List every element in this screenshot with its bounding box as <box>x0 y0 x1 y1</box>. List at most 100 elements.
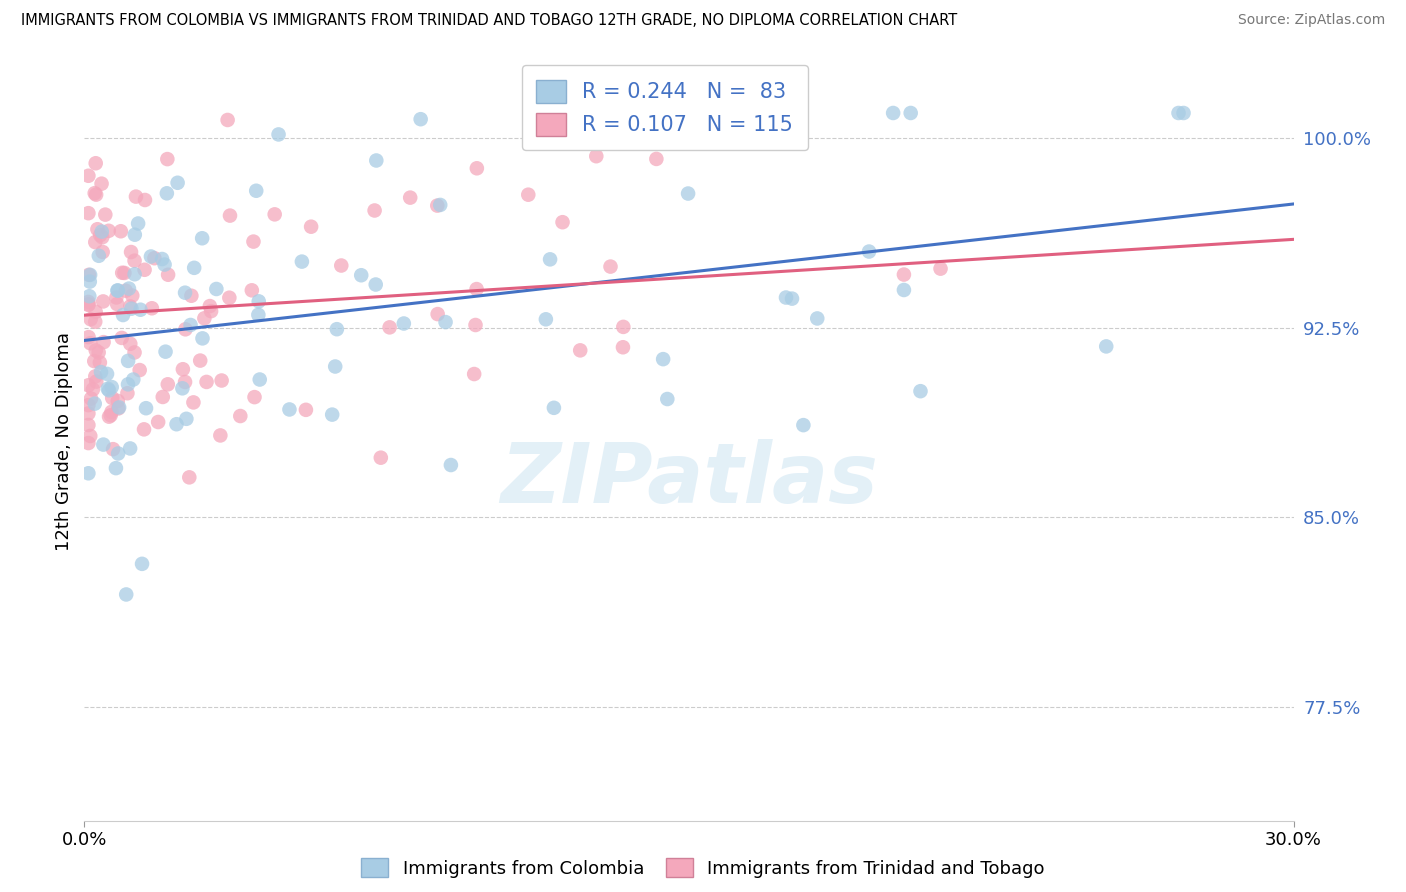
Point <box>249 372 271 386</box>
Point <box>84 187 107 202</box>
Point <box>191 231 214 245</box>
Point <box>98 409 121 424</box>
Point <box>124 267 146 281</box>
Point <box>392 317 415 331</box>
Point <box>100 405 122 419</box>
Point <box>645 152 668 166</box>
Point <box>172 381 194 395</box>
Point <box>146 415 169 429</box>
Point <box>174 322 197 336</box>
Point <box>551 215 574 229</box>
Legend: Immigrants from Colombia, Immigrants from Trinidad and Tobago: Immigrants from Colombia, Immigrants fro… <box>356 853 1050 883</box>
Point <box>429 198 451 212</box>
Point <box>100 380 122 394</box>
Point <box>83 354 105 368</box>
Point <box>218 291 240 305</box>
Point <box>775 291 797 305</box>
Point <box>111 308 134 322</box>
Point <box>89 228 111 243</box>
Point <box>910 384 932 399</box>
Point <box>245 184 267 198</box>
Point <box>156 152 179 166</box>
Point <box>517 187 540 202</box>
Point <box>79 336 101 351</box>
Point <box>364 277 387 292</box>
Point <box>77 467 100 481</box>
Point <box>543 401 565 415</box>
Point <box>86 222 108 236</box>
Point <box>77 378 100 392</box>
Point <box>152 390 174 404</box>
Point <box>278 402 301 417</box>
Point <box>929 261 952 276</box>
Point <box>101 391 124 405</box>
Point <box>211 374 233 388</box>
Point <box>176 412 198 426</box>
Point <box>612 340 634 354</box>
Point <box>141 301 163 316</box>
Point <box>157 268 180 282</box>
Point <box>378 320 401 334</box>
Point <box>326 322 349 336</box>
Point <box>180 289 202 303</box>
Point <box>440 458 463 472</box>
Point <box>399 191 422 205</box>
Point <box>122 372 145 386</box>
Point <box>132 422 155 436</box>
Point <box>363 203 385 218</box>
Point <box>80 392 103 406</box>
Point <box>84 315 107 329</box>
Point <box>612 319 634 334</box>
Point <box>124 227 146 242</box>
Point <box>464 318 486 332</box>
Point <box>156 186 179 201</box>
Point <box>97 224 120 238</box>
Point <box>263 207 285 221</box>
Point <box>426 198 449 212</box>
Point <box>101 442 124 457</box>
Point <box>139 250 162 264</box>
Point <box>84 343 107 358</box>
Point <box>93 437 115 451</box>
Point <box>195 375 218 389</box>
Point <box>77 268 100 282</box>
Point <box>409 112 432 127</box>
Point <box>370 450 392 465</box>
Point <box>569 343 592 358</box>
Point <box>110 224 132 238</box>
Point <box>107 401 129 416</box>
Point <box>120 336 142 351</box>
Point <box>150 252 173 266</box>
Point <box>120 301 142 316</box>
Point <box>112 266 135 280</box>
Point <box>243 390 266 404</box>
Point <box>291 254 314 268</box>
Point <box>134 193 156 207</box>
Point <box>134 262 156 277</box>
Point <box>98 384 121 398</box>
Point <box>91 294 114 309</box>
Point <box>166 417 188 432</box>
Point <box>155 344 177 359</box>
Point <box>89 355 111 369</box>
Point <box>84 235 107 249</box>
Point <box>97 382 120 396</box>
Text: ZIPatlas: ZIPatlas <box>501 439 877 520</box>
Point <box>104 461 127 475</box>
Point <box>114 284 136 298</box>
Point <box>858 244 880 259</box>
Point <box>166 176 188 190</box>
Point <box>84 156 107 170</box>
Point <box>84 369 107 384</box>
Point <box>105 297 128 311</box>
Point <box>77 294 100 309</box>
Point <box>295 402 318 417</box>
Point <box>83 186 105 201</box>
Point <box>107 284 129 298</box>
Point <box>792 418 814 433</box>
Point <box>77 406 100 420</box>
Point <box>107 446 129 460</box>
Point <box>111 266 134 280</box>
Point <box>120 300 142 314</box>
Point <box>124 345 146 359</box>
